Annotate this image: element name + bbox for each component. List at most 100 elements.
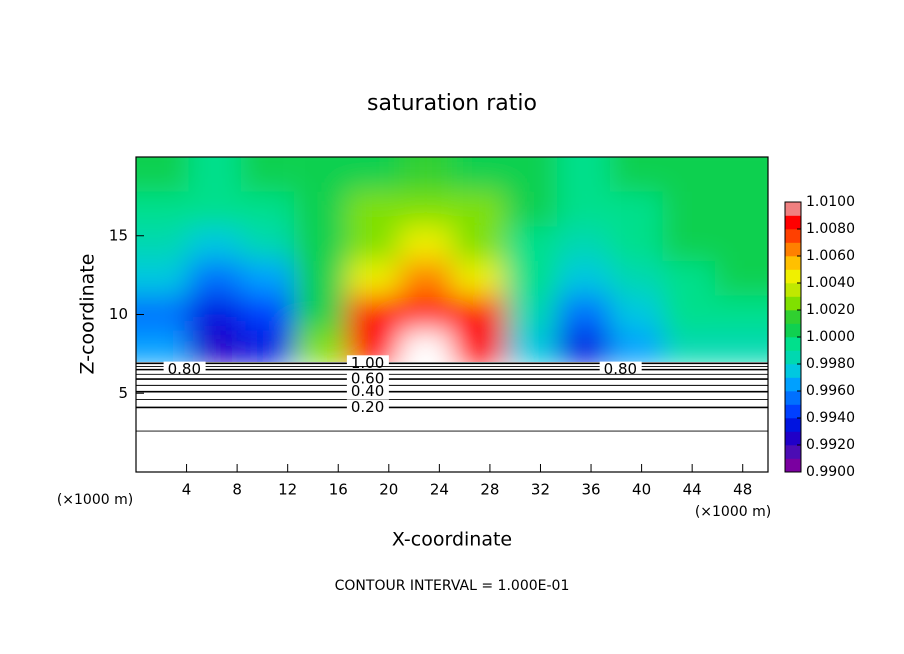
field-cell — [136, 295, 190, 331]
field-cell — [662, 295, 716, 331]
field-cell — [241, 226, 295, 262]
field-cell — [715, 226, 768, 262]
field-cell — [662, 330, 716, 362]
field-cell — [715, 330, 768, 362]
field — [136, 157, 768, 362]
colorbar-band — [785, 350, 801, 365]
field-cell — [610, 191, 664, 227]
y-tick-label: 10 — [109, 305, 128, 323]
y-axis-label: Z-coordinate — [77, 254, 99, 375]
x-tick-label: 32 — [531, 481, 550, 499]
field-cell — [662, 260, 716, 297]
x-unit: (×1000 m) — [695, 504, 771, 520]
colorbar-tick-label: 1.0100 — [806, 194, 855, 210]
contour-label: 0.80 — [604, 360, 637, 378]
colorbar-tick-label: 0.9900 — [806, 464, 855, 480]
field-cell — [715, 260, 768, 297]
field-cell — [610, 157, 664, 193]
y-unit: (×1000 m) — [57, 492, 133, 508]
contour-label-bg — [163, 361, 206, 378]
colorbar-band — [785, 391, 801, 405]
y-tick-label: 15 — [109, 226, 128, 244]
field-cell — [136, 330, 190, 362]
colorbar-band — [785, 202, 801, 216]
field-cell — [136, 226, 190, 262]
colorbar-tick-label: 1.0020 — [806, 302, 855, 318]
field-cell — [715, 157, 768, 193]
colorbar-band — [785, 418, 801, 432]
contour-label: 0.40 — [351, 382, 384, 400]
field-cell — [136, 191, 190, 227]
x-tick-label: 36 — [581, 481, 600, 499]
field-cell — [715, 191, 768, 227]
field-cell — [452, 295, 506, 331]
colorbar-band — [785, 364, 801, 378]
field-cell — [452, 330, 506, 362]
colorbar-band — [785, 215, 801, 230]
field-cell — [241, 295, 295, 331]
x-tick-label: 8 — [232, 481, 242, 499]
field-cell — [294, 330, 348, 362]
field-cell — [452, 191, 506, 227]
field-cell — [610, 260, 664, 297]
field-cell — [136, 157, 190, 193]
contour-label-bg — [599, 361, 642, 378]
x-tick-label: 20 — [379, 481, 398, 499]
field-cell — [557, 226, 611, 262]
field-cell — [662, 191, 716, 227]
x-tick-label: 40 — [632, 481, 651, 499]
colorbar-band — [785, 431, 801, 446]
colorbar-tick-label: 1.0000 — [806, 329, 855, 345]
field-cell — [346, 295, 400, 331]
field-cell — [399, 330, 453, 362]
field-cell — [662, 226, 716, 262]
y-tick-label: 5 — [118, 384, 128, 402]
colorbar-band — [785, 229, 801, 243]
field-cell — [399, 157, 453, 193]
field-cell — [346, 191, 400, 227]
field-cell — [399, 295, 453, 331]
contour-label-bg — [346, 383, 389, 400]
footnote: CONTOUR INTERVAL = 1.000E-01 — [335, 578, 570, 594]
contour-label: 1.00 — [351, 354, 384, 372]
field-cell — [188, 157, 242, 193]
field-cell — [610, 226, 664, 262]
contour-label: 0.20 — [351, 398, 384, 416]
chart-title: saturation ratio — [367, 91, 537, 116]
colorbar-tick-label: 1.0080 — [806, 221, 855, 237]
colorbar-band — [785, 323, 801, 338]
field-cell — [188, 191, 242, 227]
field-cell — [188, 295, 242, 331]
field-cell — [346, 226, 400, 262]
colorbar-tick-label: 0.9980 — [806, 356, 855, 372]
contour-label: 0.60 — [351, 370, 384, 388]
field-cell — [399, 191, 453, 227]
field-cell — [610, 330, 664, 362]
colorbar-tick-label: 1.0040 — [806, 275, 855, 291]
field-cell — [610, 295, 664, 331]
x-tick-label: 12 — [278, 481, 297, 499]
x-tick-label: 44 — [683, 481, 702, 499]
field-cell — [188, 260, 242, 297]
colorbar-band — [785, 404, 801, 419]
field-cell — [715, 295, 768, 331]
field-cell — [452, 260, 506, 297]
field-cell — [294, 295, 348, 331]
field-cells — [136, 157, 768, 362]
colorbar-tick-label: 0.9960 — [806, 383, 855, 399]
field-cell — [399, 226, 453, 262]
x-tick-label: 4 — [182, 481, 192, 499]
colorbar-band — [785, 337, 801, 351]
colorbar-band — [785, 296, 801, 311]
colorbar-band — [785, 269, 801, 284]
field-cell — [346, 157, 400, 193]
field-cell — [188, 226, 242, 262]
field-cell — [188, 330, 242, 362]
x-tick-label: 16 — [329, 481, 348, 499]
colorbar-band — [785, 242, 801, 257]
field-cell — [241, 260, 295, 297]
colorbar-band — [785, 445, 801, 459]
x-tick-label: 48 — [733, 481, 752, 499]
colorbar-tick-label: 0.9920 — [806, 437, 855, 453]
colorbar-band — [785, 377, 801, 392]
